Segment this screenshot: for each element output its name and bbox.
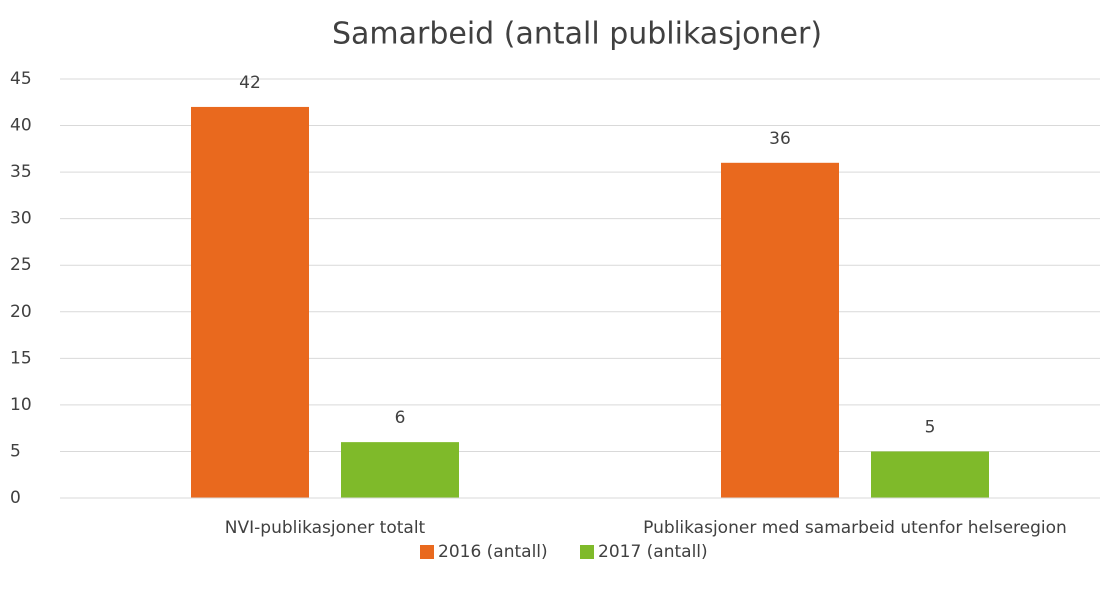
y-tick-label: 15: [10, 348, 32, 368]
y-tick-label: 10: [10, 395, 32, 415]
legend-swatch: [420, 545, 434, 559]
x-tick-label: Publikasjoner med samarbeid utenfor hels…: [643, 518, 1067, 538]
data-label: 6: [395, 408, 406, 428]
bar: [871, 451, 989, 498]
chart-title: Samarbeid (antall publikasjoner): [332, 17, 822, 52]
data-label: 42: [239, 73, 261, 93]
y-tick-label: 40: [10, 116, 32, 136]
data-label: 36: [769, 129, 791, 149]
y-tick-label: 5: [10, 441, 21, 461]
y-tick-label: 25: [10, 255, 32, 275]
y-tick-label: 0: [10, 488, 21, 508]
x-tick-label: NVI-publikasjoner totalt: [225, 518, 426, 538]
y-tick-label: 45: [10, 69, 32, 89]
data-label: 5: [925, 417, 936, 437]
y-tick-label: 30: [10, 209, 32, 229]
bar: [191, 106, 309, 498]
legend-swatch: [580, 545, 594, 559]
legend-label: 2016 (antall): [438, 542, 548, 562]
bar: [341, 442, 459, 498]
legend-label: 2017 (antall): [598, 542, 708, 562]
y-tick-label: 20: [10, 302, 32, 322]
y-tick-label: 35: [10, 162, 32, 182]
bar: [721, 162, 839, 499]
